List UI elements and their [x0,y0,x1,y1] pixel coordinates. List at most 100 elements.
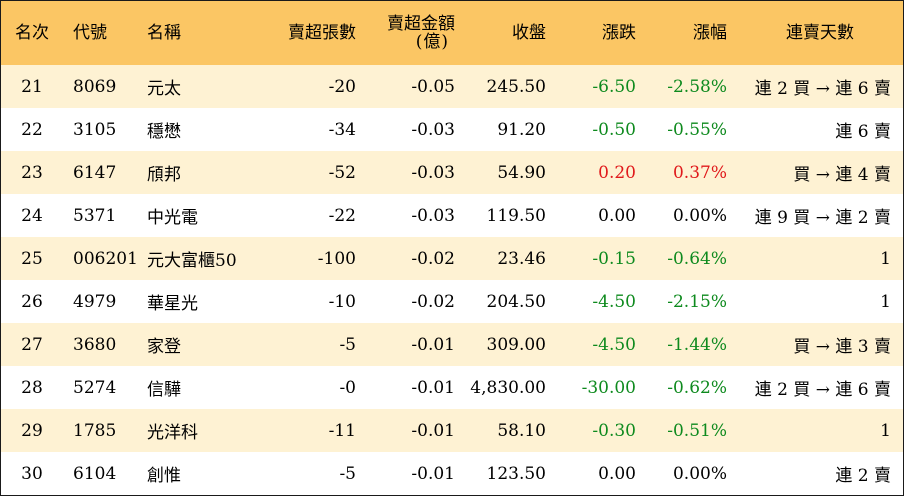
cell-rank: 30 [21,463,43,484]
table-body: 21 8069 元太 -20 -0.05 245.50 -6.50 -2.58% 連 2 買 →… [1,65,903,495]
cell-sell-lots: -100 [317,248,356,269]
cell-change: -30.00 [581,377,636,398]
cell-change-pct: -2.15% [667,291,727,312]
cell-change: 0.00 [598,463,636,484]
cell-change-pct: -0.64% [667,248,727,269]
cell-close: 4,830.00 [470,377,546,398]
cell-name: 穩懋 [147,122,181,142]
cell-consecutive-days: 1 [880,248,891,269]
cell-change: -0.15 [592,248,636,269]
cell-change: -4.50 [592,291,636,312]
header-consecutive-days: 連賣天數 [786,23,854,43]
header-sell-amount-unit: (億) [415,32,449,52]
cell-sell-amount: -0.01 [411,420,455,441]
cell-code: 3680 [73,334,117,355]
header-sell-lots: 賣超張數 [288,23,356,43]
header-sell-amount-line1: 賣超金額 [387,14,455,34]
cell-sell-lots: -11 [328,420,356,441]
cell-sell-lots: -5 [339,334,356,355]
cell-sell-amount: -0.01 [411,377,455,398]
cell-consecutive-days: 1 [880,420,891,441]
cell-close: 23.46 [497,248,546,269]
cell-consecutive-days: 連 2 買 → 連 6 賣 [754,79,891,99]
cell-consecutive-days: 連 6 賣 [835,122,891,142]
table-row: 21 8069 元太 -20 -0.05 245.50 -6.50 -2.58% 連 2 買 →… [1,65,903,108]
cell-close: 54.90 [497,162,546,183]
cell-name: 光洋科 [147,423,198,443]
cell-change-pct: -0.55% [667,119,727,140]
cell-sell-lots: -10 [328,291,356,312]
cell-name: 創惟 [147,466,181,486]
cell-sell-lots: -5 [339,463,356,484]
cell-code: 5371 [73,205,117,226]
cell-close: 123.50 [486,463,546,484]
cell-sell-amount: -0.03 [411,205,455,226]
cell-consecutive-days: 連 2 賣 [835,466,891,486]
cell-code: 6104 [73,463,117,484]
cell-rank: 22 [21,119,43,140]
cell-change-pct: 0.37% [672,162,727,183]
cell-close: 91.20 [497,119,546,140]
cell-sell-lots: -0 [339,377,356,398]
table-row: 22 3105 穩懋 -34 -0.03 91.20 -0.50 -0.55% 連 6 賣 [1,108,903,151]
cell-sell-lots: -34 [328,119,356,140]
table-row: 29 1785 光洋科 -11 -0.01 58.10 -0.30 -0.51% 1 [1,409,903,452]
cell-code: 4979 [73,291,117,312]
table-row: 25 006201 元大富櫃50 -100 -0.02 23.46 -0.15 -0.64% 1 [1,237,903,280]
header-change-pct: 漲幅 [693,23,727,43]
cell-name: 元大富櫃50 [147,251,237,271]
cell-sell-amount: -0.03 [411,162,455,183]
table-row: 27 3680 家登 -5 -0.01 309.00 -4.50 -1.44% 買 → 連 3 … [1,323,903,366]
cell-sell-amount: -0.03 [411,119,455,140]
table-row: 26 4979 華星光 -10 -0.02 204.50 -4.50 -2.15% 1 [1,280,903,323]
cell-close: 245.50 [486,76,546,97]
table-row: 23 6147 頎邦 -52 -0.03 54.90 0.20 0.37% 買 → 連 4 賣 [1,151,903,194]
cell-change-pct: -1.44% [667,334,727,355]
cell-close: 204.50 [486,291,546,312]
cell-close: 309.00 [486,334,546,355]
cell-consecutive-days: 買 → 連 3 賣 [793,337,891,357]
cell-change-pct: 0.00% [672,463,727,484]
table-row: 30 6104 創惟 -5 -0.01 123.50 0.00 0.00% 連 2 賣 [1,452,903,495]
cell-change-pct: -0.62% [667,377,727,398]
cell-sell-amount: -0.02 [411,248,455,269]
cell-name: 家登 [147,337,181,357]
cell-change-pct: -0.51% [667,420,727,441]
cell-change: 0.00 [598,205,636,226]
cell-change-pct: 0.00% [672,205,727,226]
cell-name: 元太 [147,79,181,99]
header-sell-amount: 賣超金額 (億) [366,1,465,65]
header-rank: 名次 [15,23,49,43]
cell-change: -6.50 [592,76,636,97]
header-change: 漲跌 [602,23,636,43]
cell-code: 8069 [73,76,117,97]
header-code: 代號 [73,23,107,43]
cell-code: 6147 [73,162,117,183]
cell-rank: 23 [21,162,43,183]
cell-code: 5274 [73,377,117,398]
cell-consecutive-days: 1 [880,291,891,312]
cell-rank: 25 [21,248,43,269]
cell-code: 006201 [73,248,138,269]
table-row: 24 5371 中光電 -22 -0.03 119.50 0.00 0.00% 連 9 買 → … [1,194,903,237]
header-name: 名稱 [147,23,181,43]
cell-change: 0.20 [598,162,636,183]
cell-sell-lots: -20 [328,76,356,97]
header-close: 收盤 [512,23,546,43]
cell-sell-amount: -0.01 [411,463,455,484]
cell-consecutive-days: 連 9 買 → 連 2 賣 [754,208,891,228]
cell-rank: 21 [21,76,43,97]
cell-change: -0.30 [592,420,636,441]
cell-rank: 24 [21,205,43,226]
cell-sell-amount: -0.02 [411,291,455,312]
cell-sell-lots: -52 [328,162,356,183]
table-row: 28 5274 信驊 -0 -0.01 4,830.00 -30.00 -0.62% 連 2 買… [1,366,903,409]
cell-rank: 27 [21,334,43,355]
cell-consecutive-days: 連 2 買 → 連 6 賣 [754,380,891,400]
cell-code: 3105 [73,119,117,140]
table-header-row: 名次 代號 名稱 賣超張數 賣超金額 (億) 收盤 漲跌 漲幅 連賣天數 [1,1,903,65]
cell-change-pct: -2.58% [667,76,727,97]
cell-code: 1785 [73,420,117,441]
